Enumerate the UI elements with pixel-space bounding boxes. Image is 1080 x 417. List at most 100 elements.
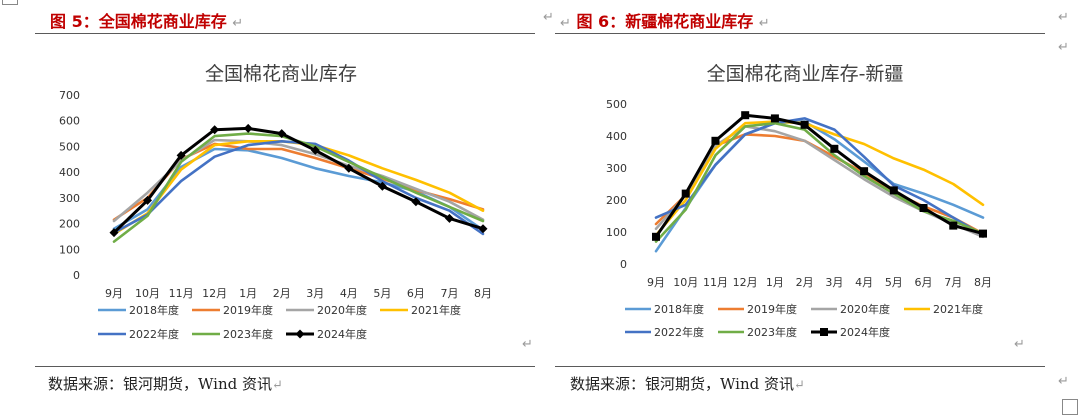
data-point xyxy=(681,189,690,198)
series-line xyxy=(654,117,985,237)
x-tick-label: 4月 xyxy=(855,276,873,289)
data-point xyxy=(344,163,354,173)
legend-label: 2020年度 xyxy=(317,303,367,317)
x-tick-label: 9月 xyxy=(647,276,665,289)
y-tick-label: 700 xyxy=(59,89,80,102)
legend-marker xyxy=(820,328,828,336)
x-tick-label: 5月 xyxy=(373,287,391,300)
series-line xyxy=(112,138,485,223)
y-tick-label: 200 xyxy=(59,218,80,231)
data-point xyxy=(109,228,119,238)
right-figure-title: ↵ 图 6：新疆棉花商业库存 ↵ xyxy=(560,8,770,32)
left-top-rule xyxy=(35,33,535,34)
legend-label: 2022年度 xyxy=(654,325,704,339)
x-tick-label: 12月 xyxy=(733,276,758,289)
data-point xyxy=(243,123,253,133)
y-tick-label: 100 xyxy=(59,243,80,256)
series-line xyxy=(112,140,485,236)
data-point xyxy=(652,232,660,241)
y-tick-label: 300 xyxy=(59,192,80,205)
data-point xyxy=(411,197,421,207)
data-point xyxy=(210,125,220,135)
left-source-text: 数据来源：银河期货，Wind 资讯 xyxy=(48,375,272,393)
return-mark: ↵ xyxy=(232,16,244,31)
left-bottom-rule xyxy=(35,366,535,367)
x-tick-label: 6月 xyxy=(407,287,425,300)
right-bottom-rule xyxy=(555,366,1045,367)
corner-box xyxy=(2,0,18,5)
series-line xyxy=(654,121,985,243)
data-point xyxy=(444,213,454,223)
y-tick-label: 0 xyxy=(73,269,80,282)
series-line xyxy=(654,120,985,237)
x-tick-label: 9月 xyxy=(105,287,123,300)
x-tick-label: 10月 xyxy=(135,287,160,300)
right-chart: 全国棉花商业库存-新疆 0 100 200 300 400 500 9月 10月 11月 12月 1月… xyxy=(606,63,992,339)
return-mark: ↵ xyxy=(793,378,805,393)
return-mark: ↵ xyxy=(271,378,283,393)
return-mark: ↵ xyxy=(543,10,554,25)
data-point xyxy=(711,136,720,145)
x-tick-label: 7月 xyxy=(440,287,458,300)
series-line xyxy=(112,140,485,236)
legend-label: 2023年度 xyxy=(223,327,273,341)
data-point xyxy=(377,181,387,191)
y-tick-label: 300 xyxy=(606,162,627,175)
legend-marker xyxy=(295,329,305,339)
x-tick-label: 8月 xyxy=(974,276,992,289)
y-tick-label: 400 xyxy=(59,166,80,179)
x-tick-label: 4月 xyxy=(340,287,358,300)
data-point xyxy=(949,221,958,230)
x-tick-label: 3月 xyxy=(825,276,843,289)
return-mark: ↵ xyxy=(522,337,533,352)
data-point xyxy=(176,150,186,160)
data-point xyxy=(830,144,839,153)
data-point xyxy=(478,224,488,234)
chart-title: 全国棉花商业库存-新疆 xyxy=(707,63,904,85)
x-tick-label: 7月 xyxy=(944,276,962,289)
x-tick-label: 11月 xyxy=(169,287,194,300)
series-line xyxy=(654,113,985,239)
y-tick-label: 400 xyxy=(606,130,627,143)
right-source: 数据来源：银河期货，Wind 资讯↵ xyxy=(570,373,805,394)
right-figure-title-text: 图 6：新疆棉花商业库存 xyxy=(576,12,754,31)
x-tick-label: 1月 xyxy=(766,276,784,289)
legend-label: 2022年度 xyxy=(129,327,179,341)
legend-label: 2024年度 xyxy=(317,327,367,341)
x-tick-label: 8月 xyxy=(474,287,492,300)
return-mark: ↵ xyxy=(1058,374,1069,389)
y-tick-label: 500 xyxy=(606,98,627,111)
x-tick-label: 6月 xyxy=(915,276,933,289)
data-point xyxy=(979,229,987,238)
corner-box xyxy=(1062,399,1078,415)
x-tick-label: 10月 xyxy=(673,276,698,289)
x-tick-label: 11月 xyxy=(703,276,728,289)
left-figure-title-text: 图 5：全国棉花商业库存 xyxy=(50,12,227,31)
x-tick-label: 1月 xyxy=(239,287,257,300)
legend-label: 2021年度 xyxy=(933,302,983,316)
return-mark: ↵ xyxy=(1058,40,1069,55)
legend-label: 2021年度 xyxy=(411,303,461,317)
data-point xyxy=(860,167,869,176)
legend-label: 2023年度 xyxy=(747,325,797,339)
y-tick-label: 500 xyxy=(59,140,80,153)
legend-label: 2018年度 xyxy=(654,302,704,316)
legend-label: 2019年度 xyxy=(223,303,273,317)
return-mark: ↵ xyxy=(758,16,770,31)
y-tick-label: 100 xyxy=(606,226,627,239)
return-mark: ↵ xyxy=(560,16,571,31)
left-source: 数据来源：银河期货，Wind 资讯↵ xyxy=(48,373,283,394)
return-mark: ↵ xyxy=(1058,10,1069,25)
y-tick-label: 200 xyxy=(606,194,627,207)
data-point xyxy=(800,120,809,129)
data-point xyxy=(889,186,898,195)
y-tick-label: 600 xyxy=(59,115,80,128)
legend-label: 2018年度 xyxy=(129,303,179,317)
x-tick-label: 12月 xyxy=(202,287,227,300)
data-point xyxy=(143,195,153,205)
right-top-rule xyxy=(555,33,1045,34)
x-tick-label: 2月 xyxy=(273,287,291,300)
legend-label: 2019年度 xyxy=(747,302,797,316)
left-chart: 全国棉花商业库存 0 100 200 300 400 500 600 700 9月 10月 11月 12… xyxy=(59,63,492,341)
data-point xyxy=(277,129,287,139)
